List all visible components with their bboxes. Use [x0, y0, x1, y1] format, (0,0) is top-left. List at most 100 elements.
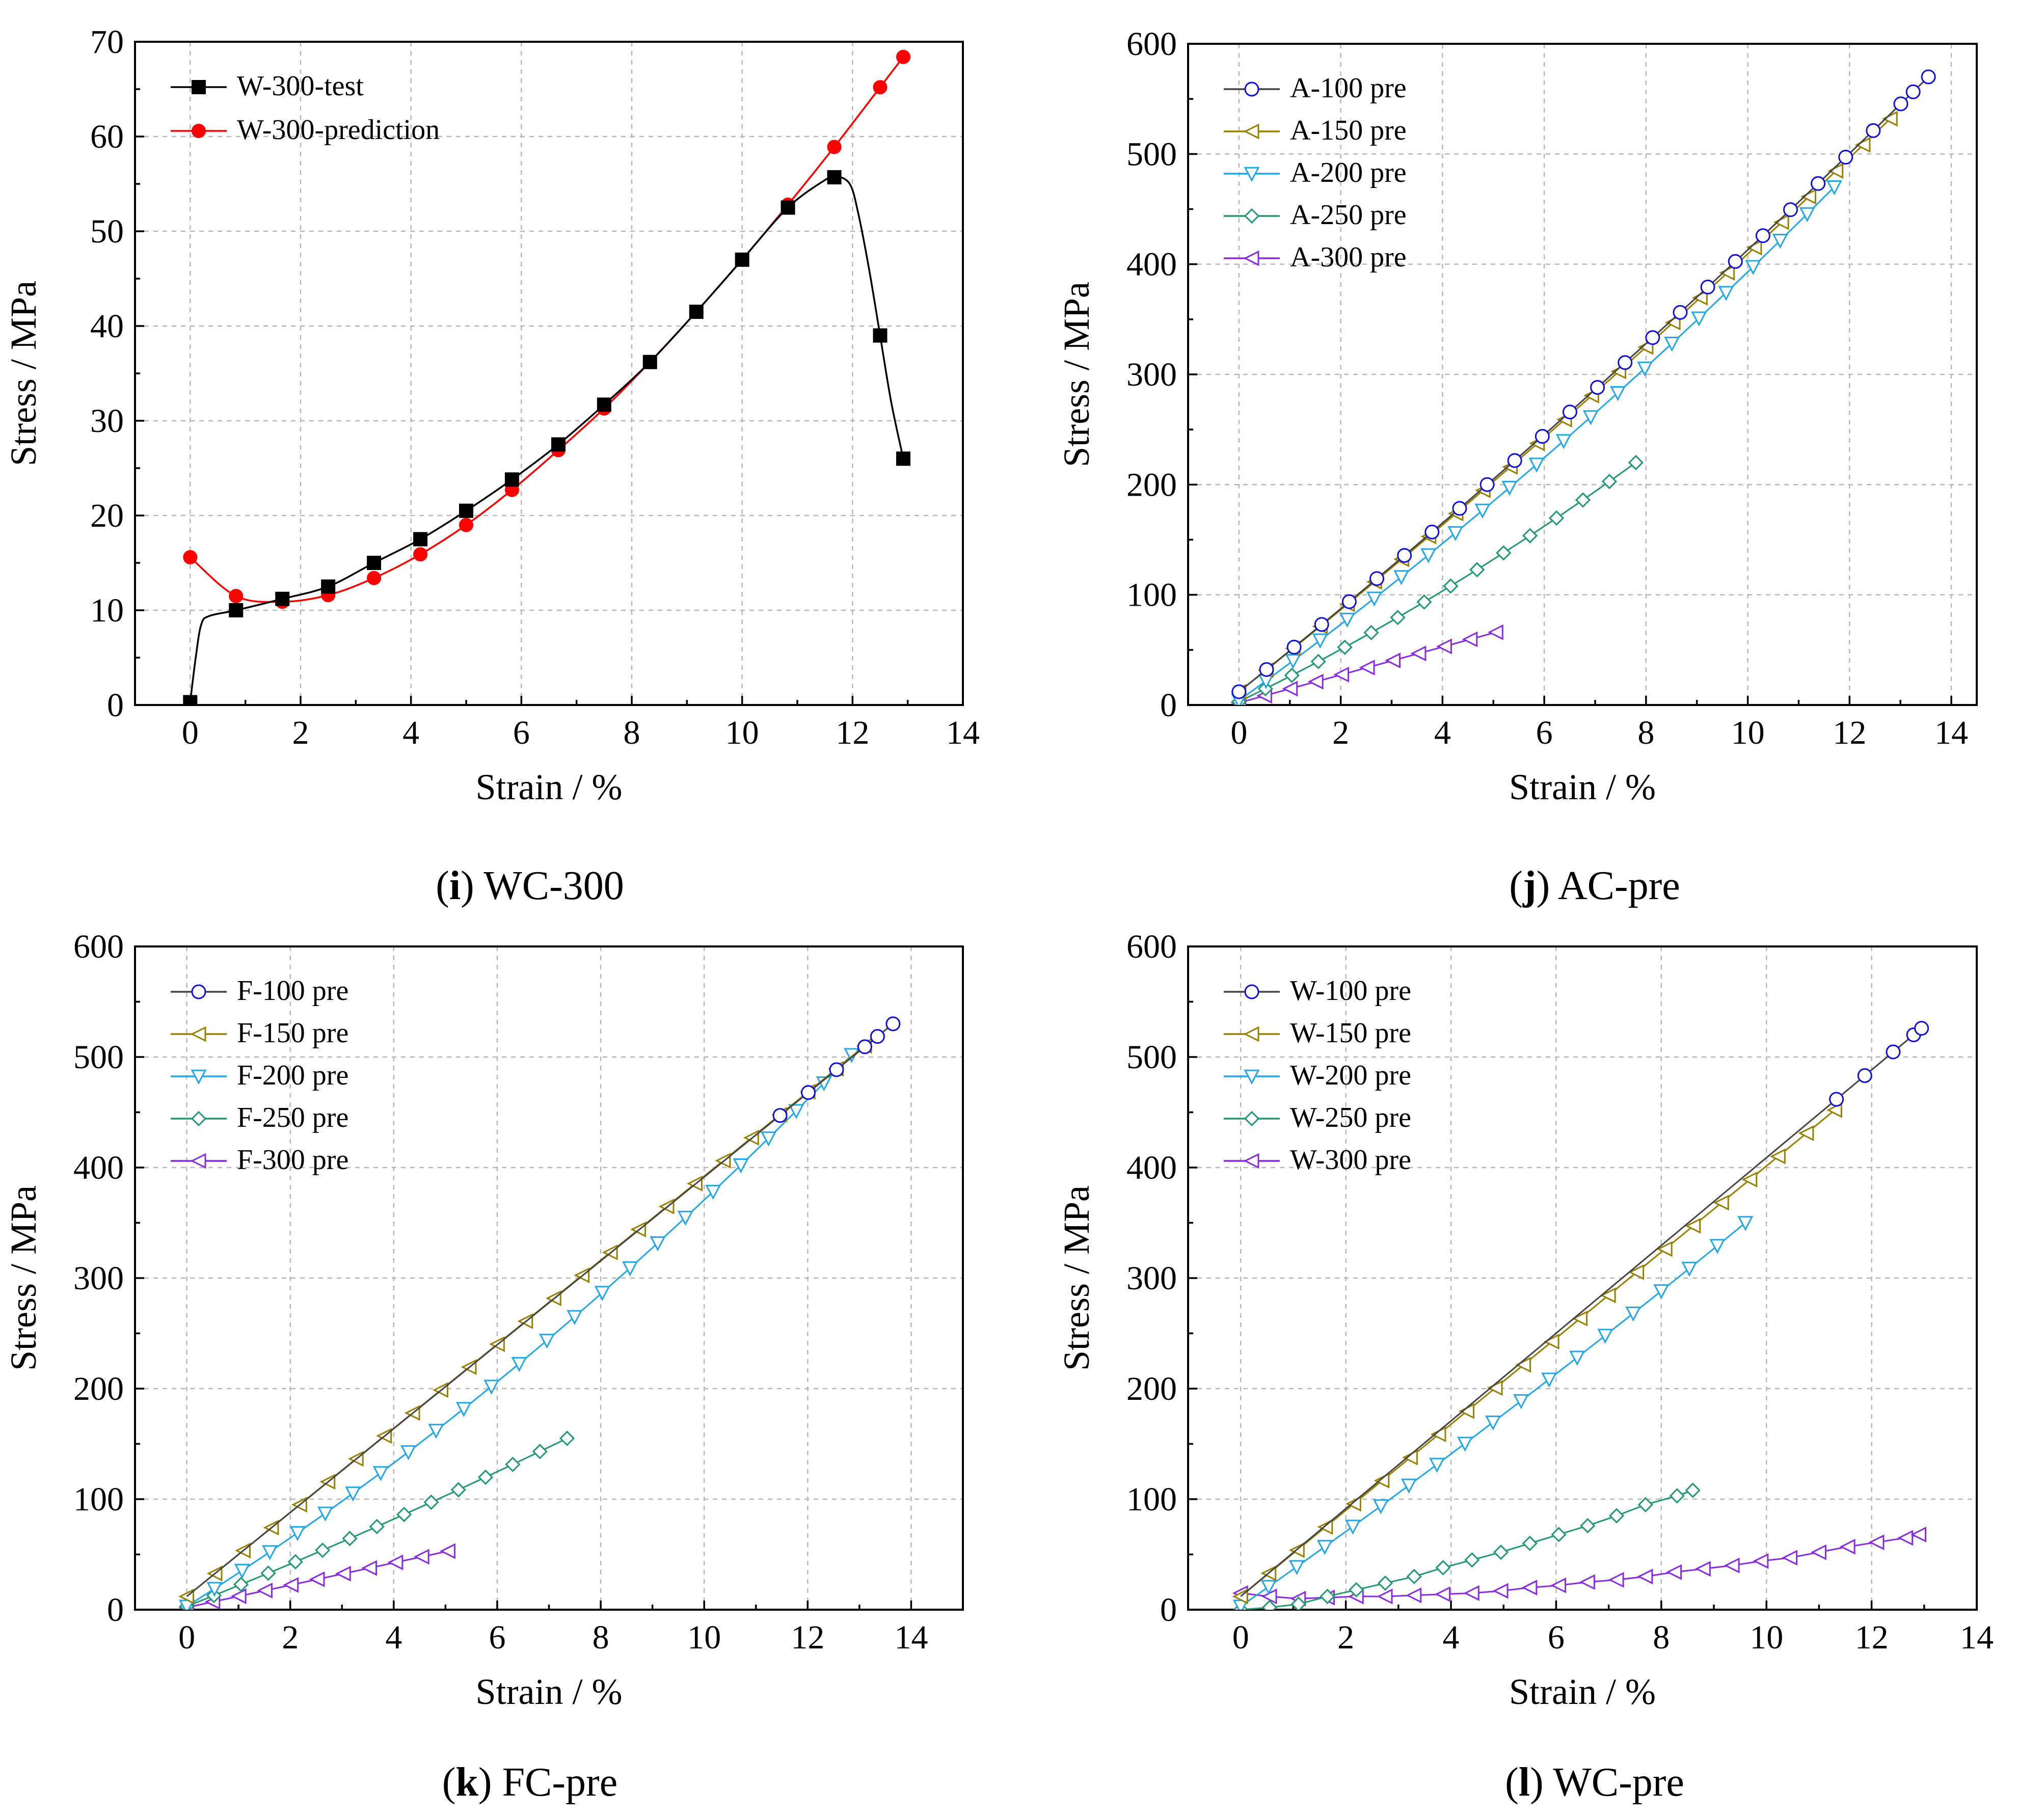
x-axis-title: Strain / % [1509, 1671, 1656, 1712]
y-tick-label: 200 [73, 1370, 124, 1407]
data-point [870, 1029, 885, 1044]
data-point [1741, 1172, 1758, 1187]
data-point [455, 1402, 472, 1417]
data-point [1608, 1508, 1625, 1524]
x-tick-label: 12 [836, 714, 869, 751]
data-point [1507, 453, 1522, 468]
data-point [234, 1563, 250, 1579]
data-point [1310, 654, 1326, 669]
data-point [1435, 1586, 1451, 1603]
grid-lines [1188, 44, 1977, 705]
y-tick-label: 0 [1160, 1591, 1177, 1629]
data-point [1393, 570, 1410, 585]
series-w-150-pre [1232, 1102, 1842, 1605]
x-tick-label: 2 [1332, 714, 1349, 751]
series-a-250-pre [1231, 454, 1644, 705]
y-tick-label: 100 [73, 1481, 124, 1518]
y-tick-label: 300 [73, 1260, 124, 1297]
data-point [1555, 434, 1572, 449]
chart-panel-l: 0 2 4 6 8 10 12 14 0 100 200 300 400 500 600 Strain / %… [1056, 928, 1994, 1805]
x-tick-label: 2 [282, 1619, 299, 1656]
series-f-100-pre [186, 1016, 901, 1597]
x-tick-label: 2 [1337, 1619, 1354, 1656]
data-point [1436, 638, 1452, 655]
data-point [1681, 1261, 1698, 1277]
data-point [689, 305, 704, 319]
series-line [186, 1023, 894, 1597]
data-point [1854, 137, 1871, 153]
data-point [1337, 639, 1353, 655]
caption-paren-open: ( [436, 863, 449, 908]
data-point [1480, 477, 1495, 492]
chart-panel-j: 0 2 4 6 8 10 12 14 0 100 200 300 400 500 600 Strain / %… [1056, 25, 1978, 908]
data-point [781, 200, 795, 215]
data-point [1349, 1582, 1364, 1598]
data-point [1911, 1527, 1926, 1542]
data-point [642, 355, 657, 369]
series-a-100-pre [1231, 69, 1936, 699]
x-axis-title: Strain / % [476, 1671, 623, 1712]
x-tick-label: 6 [1536, 714, 1553, 751]
data-point [735, 252, 749, 267]
data-point [1487, 624, 1503, 640]
data-point [532, 1444, 548, 1459]
data-point [1496, 545, 1512, 561]
data-point [1569, 1350, 1585, 1366]
data-point [459, 503, 473, 518]
y-tick-label: 60 [90, 118, 124, 155]
data-point [1522, 1535, 1538, 1551]
data-point [1637, 1568, 1653, 1585]
data-point [1284, 667, 1300, 683]
data-point [1551, 1527, 1567, 1542]
x-tick-label: 0 [182, 714, 199, 751]
legend-marker [1243, 1153, 1259, 1169]
data-point [1501, 480, 1518, 496]
series-group [183, 49, 910, 705]
y-tick-label: 30 [90, 402, 124, 440]
data-point [1769, 1148, 1786, 1164]
legend-entry: F-200 pre [237, 1060, 348, 1091]
x-tick-label: 12 [791, 1619, 824, 1656]
data-point [1429, 1457, 1445, 1473]
x-tick-label: 8 [1637, 714, 1654, 751]
x-tick-label: 6 [513, 714, 530, 751]
legend-entry: W-200 pre [1290, 1060, 1411, 1091]
data-point [1827, 163, 1844, 179]
chart-panel-k: 0 2 4 6 8 10 12 14 0 100 200 300 400 500 600 Strain / %… [3, 928, 964, 1805]
series-f-200-pre [179, 1048, 860, 1610]
grid-lines [135, 42, 963, 705]
data-point [1590, 380, 1605, 395]
series-a-200-pre [1231, 180, 1842, 705]
legend-marker [1244, 82, 1259, 97]
caption-paren-close: ) WC-pre [1530, 1760, 1684, 1805]
data-point [1397, 548, 1412, 563]
data-point [1826, 1102, 1842, 1118]
x-tick-label: 14 [894, 1619, 928, 1656]
data-point [229, 603, 244, 617]
data-point [1886, 1044, 1901, 1060]
data-point [1341, 594, 1357, 609]
data-point [1435, 1560, 1451, 1576]
x-tick-label: 14 [1934, 714, 1968, 751]
data-point [1618, 355, 1633, 370]
x-axis-title: Strain / % [1509, 767, 1656, 807]
data-point [1700, 279, 1715, 294]
data-point [1345, 1496, 1361, 1512]
y-tick-label: 70 [90, 23, 124, 61]
y-tick-label: 50 [90, 213, 124, 250]
data-point [423, 1494, 439, 1510]
x-tick-label: 0 [178, 1619, 195, 1656]
data-point [1377, 1575, 1393, 1591]
y-tick-label: 600 [1126, 25, 1177, 63]
data-point [650, 1236, 666, 1252]
data-point [233, 1577, 249, 1592]
legend-marker [191, 1069, 207, 1085]
data-point [567, 1310, 583, 1325]
data-point [1826, 180, 1842, 196]
legend-marker [1243, 123, 1259, 140]
legend-entry: A-200 pre [1290, 157, 1407, 188]
data-point [1541, 1372, 1557, 1388]
data-point [705, 1184, 721, 1200]
legend-entry: W-100 pre [1290, 975, 1411, 1007]
data-point [1839, 1538, 1855, 1555]
